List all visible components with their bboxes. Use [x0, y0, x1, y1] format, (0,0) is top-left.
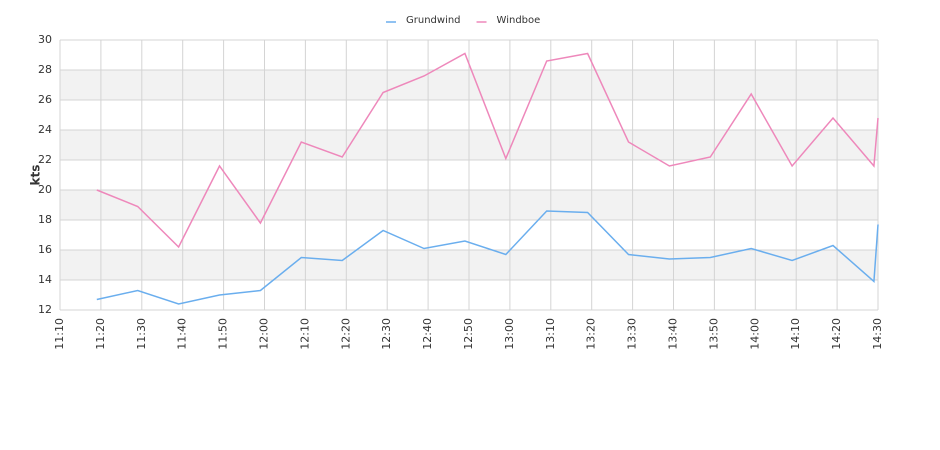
- x-tick-label: 12:40: [421, 318, 434, 350]
- x-tick-label: 13:30: [626, 318, 639, 350]
- x-tick-label: 14:10: [789, 318, 802, 350]
- x-tick-label: 11:30: [135, 318, 148, 350]
- y-tick-label: 26: [38, 93, 52, 106]
- y-tick-label: 24: [38, 123, 52, 136]
- x-tick-label: 11:10: [53, 318, 66, 350]
- y-tick-label: 14: [38, 273, 52, 286]
- y-tick-label: 22: [38, 153, 52, 166]
- x-tick-label: 13:40: [667, 318, 680, 350]
- y-tick-label: 28: [38, 63, 52, 76]
- x-tick-label: 12:20: [339, 318, 352, 350]
- legend-label: Windboe: [497, 15, 541, 26]
- y-tick-label: 16: [38, 243, 52, 256]
- line-series: [96, 52, 879, 249]
- line-series: [96, 210, 879, 305]
- x-tick-label: 11:50: [217, 318, 230, 350]
- x-tick-label: 14:00: [748, 318, 761, 350]
- x-tick-label: 12:50: [462, 318, 475, 350]
- x-tick-label: 11:40: [176, 318, 189, 350]
- y-axis-label: kts: [29, 165, 43, 186]
- x-tick-label: 13:10: [544, 318, 557, 350]
- x-tick-label: 12:00: [258, 318, 271, 350]
- y-tick-label: 30: [38, 33, 52, 46]
- x-tick-label: 11:20: [94, 318, 107, 350]
- legend-label: Grundwind: [406, 15, 461, 26]
- x-tick-label: 13:20: [585, 318, 598, 350]
- y-tick-label: 12: [38, 303, 52, 316]
- x-tick-label: 14:30: [871, 318, 884, 350]
- x-tick-label: 13:50: [707, 318, 720, 350]
- x-tick-label: 14:20: [830, 318, 843, 350]
- y-tick-label: 18: [38, 213, 52, 226]
- y-tick-label: 20: [38, 183, 52, 196]
- x-tick-label: 12:10: [298, 318, 311, 350]
- x-tick-label: 13:00: [503, 318, 516, 350]
- x-tick-label: 12:30: [380, 318, 393, 350]
